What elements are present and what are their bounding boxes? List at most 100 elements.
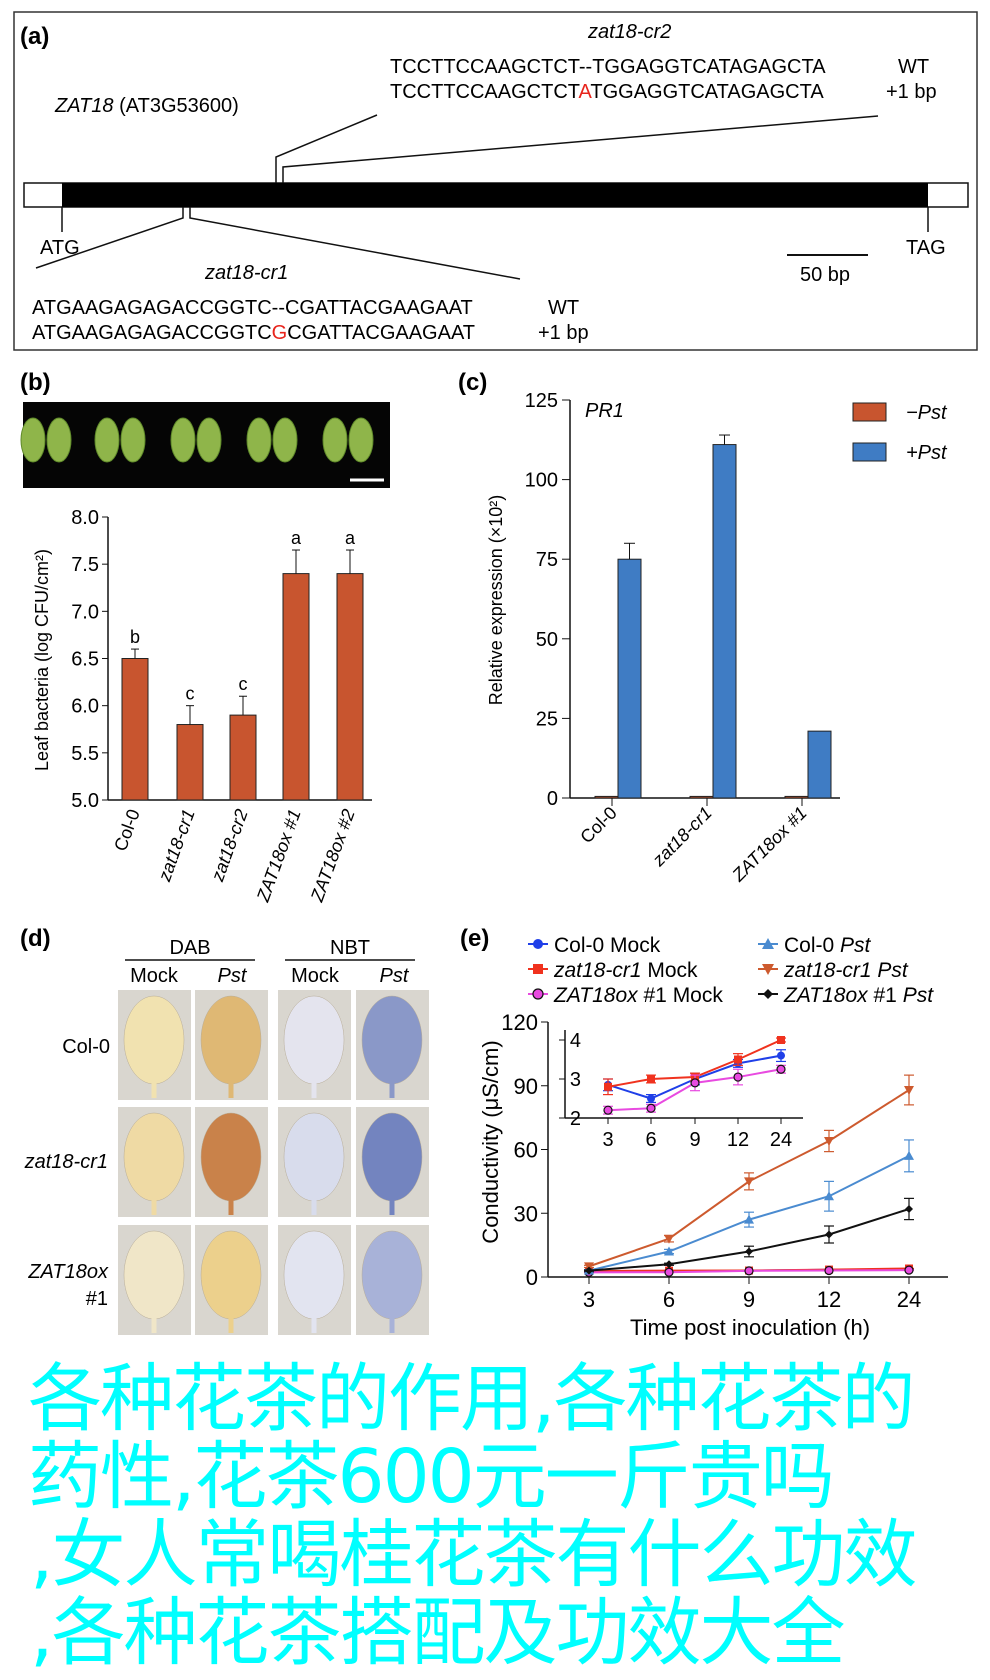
x-tick-label: ZAT18ox #2: [307, 807, 359, 906]
panel-d-label: (d): [20, 925, 51, 952]
bar: [282, 573, 310, 801]
legend-label: ZAT18ox #1 Pst: [783, 984, 934, 1007]
marker-diamond: [763, 989, 773, 999]
row-zat18ox: ZAT18ox: [27, 1261, 109, 1283]
legend-swatch: [852, 442, 887, 462]
gene-name: ZAT18 (AT3G53600): [54, 95, 239, 117]
x-tick-label: ZAT18ox #1: [728, 803, 811, 886]
y-tick-label: 6.5: [71, 649, 99, 671]
watermark-line-1: 各种花茶的作用,各种花茶的: [28, 1356, 916, 1442]
x-tick-label: Col-0: [576, 803, 621, 848]
leaf: [348, 417, 374, 463]
cr1-callout: [189, 207, 521, 280]
legend-label: +Pst: [906, 442, 948, 464]
series-zat18-cr1-pst: [584, 1074, 914, 1272]
y-tick-label: 75: [536, 549, 558, 571]
marker-open-circle: [733, 1072, 743, 1082]
inset-y-tick-label: 4: [570, 1030, 581, 1052]
marker-triangle-down: [664, 1234, 674, 1244]
leaf: [170, 417, 196, 463]
watermark-line-4: ,各种花茶搭配及功效大全: [30, 1590, 846, 1676]
marker-open-circle: [690, 1078, 700, 1088]
marker-square: [604, 1082, 612, 1091]
cr1-callout: [35, 207, 184, 269]
marker-square: [647, 1075, 655, 1083]
cr2-mut-label: +1 bp: [886, 81, 937, 103]
chart-b: 5.0 5.5 6.0 6.5 7.0 7.5 8.0 Leaf bacteria (log …: [32, 507, 372, 905]
panel-a: (a) ZAT18 (AT3G53600) ATG TAG 50 bp zat1…: [13, 11, 978, 351]
marker-diamond: [825, 1230, 833, 1239]
marker-open-circle: [646, 1103, 656, 1113]
cr1-mut-seq: ATGAAGAGAGACCGGTCGCGATTACGAAGAAT: [32, 322, 475, 344]
marker-diamond: [905, 1205, 913, 1213]
bar: [594, 795, 619, 799]
marker-diamond: [745, 1247, 753, 1256]
inset-x-tick-label: 3: [602, 1129, 613, 1151]
x-tick-label: zat18-cr1: [648, 803, 716, 871]
panel-c: (c) 0 25 50 75 100 125 Relative expression (×1…: [458, 369, 948, 886]
marker-circle: [533, 939, 543, 949]
figure: (a) ZAT18 (AT3G53600) ATG TAG 50 bp zat1…: [13, 11, 978, 1340]
stained-leaf: [283, 1230, 345, 1320]
bar: [784, 795, 809, 799]
stop-codon: TAG: [906, 237, 946, 259]
series-col-0-pst: [584, 1139, 914, 1275]
marker-circle: [777, 1051, 785, 1060]
stained-leaf: [283, 1112, 345, 1202]
leaf: [196, 417, 222, 463]
leaf-photo-leaves: [20, 417, 374, 463]
leaf: [46, 417, 72, 463]
bar: [617, 558, 642, 799]
stained-leaf: [123, 1112, 185, 1202]
group-dab: DAB: [169, 937, 210, 959]
marker-triangle-up: [904, 1150, 914, 1160]
y-tick-label: 7.5: [71, 554, 99, 576]
marker-triangle-up: [664, 1246, 674, 1256]
leaf: [272, 417, 298, 463]
x-tick-label: 24: [897, 1287, 921, 1312]
leaf: [246, 417, 272, 463]
x-tick-label: 9: [743, 1287, 755, 1312]
legend-label: zat18-cr1 Pst: [783, 959, 909, 982]
y-tick-label: 0: [526, 1265, 538, 1290]
series-zat18ox-1-pst: [584, 1197, 914, 1275]
x-tick-label: 12: [817, 1287, 841, 1312]
stained-leaf: [361, 1112, 423, 1202]
panel-b: (b) 5.0 5.5 6.0 6.5 7.0 7.5 8.0 Leaf bacteria (…: [20, 369, 390, 905]
marker-triangle-up: [744, 1214, 754, 1224]
significance-letter: a: [291, 528, 302, 548]
y-axis-label: Conductivity (μS/cm): [478, 1040, 503, 1243]
y-tick-label: 125: [525, 390, 558, 412]
group-nbt: NBT: [330, 937, 370, 959]
legend-label: Col-0 Pst: [784, 934, 872, 957]
cr1-wt-seq: ATGAAGAGAGACCGGTC--CGATTACGAAGAAT: [32, 297, 473, 319]
start-codon: ATG: [40, 237, 80, 259]
y-tick-label: 25: [536, 708, 558, 730]
bar: [121, 658, 149, 801]
panel-c-label: (c): [458, 369, 487, 396]
stained-leaf: [123, 995, 185, 1085]
row-zat18-cr1: zat18-cr1: [24, 1151, 108, 1173]
inset-x-tick-label: 6: [645, 1129, 656, 1151]
bar: [712, 444, 737, 799]
marker-open-circle: [603, 1105, 613, 1115]
y-tick-label: 0: [547, 788, 558, 810]
y-axis-label: Relative expression (×10²): [486, 495, 506, 706]
panel-a-frame: [13, 11, 978, 351]
legend-label: Col-0 Mock: [554, 934, 661, 957]
y-tick-label: 5.5: [71, 743, 99, 765]
marker-open-circle: [744, 1266, 754, 1276]
y-tick-label: 5.0: [71, 790, 99, 812]
stained-leaf: [200, 1230, 262, 1320]
y-tick-label: 120: [501, 1010, 538, 1035]
marker-diamond: [585, 1266, 593, 1275]
marker-triangle-up: [824, 1191, 834, 1201]
series-zat18ox-1-mock: [603, 1064, 786, 1115]
chart-title: PR1: [585, 400, 624, 422]
panel-a-label: (a): [20, 23, 49, 50]
legend-label: ZAT18ox #1 Mock: [553, 984, 723, 1007]
inset-x-tick-label: 12: [727, 1129, 749, 1151]
marker-square: [734, 1055, 742, 1064]
panel-b-label: (b): [20, 369, 51, 396]
y-axis-label: Leaf bacteria (log CFU/cm²): [32, 549, 52, 771]
